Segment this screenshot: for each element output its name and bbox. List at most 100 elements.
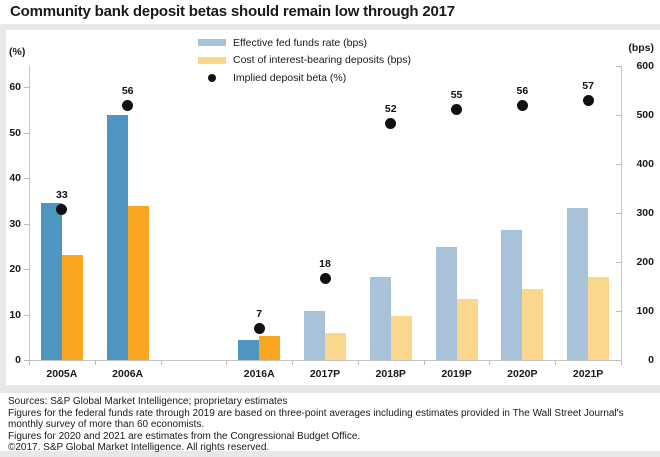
beta-dot-2018P	[385, 117, 397, 129]
right-axis-tick-label-200: 200	[636, 256, 654, 268]
x-axis-label-2017P: 2017P	[309, 368, 341, 380]
x-axis-label-2018P: 2018P	[375, 368, 406, 380]
right-axis-tick-label-400: 400	[636, 158, 654, 170]
beta-dot-2017P	[319, 272, 331, 284]
right-axis-tick-label-100: 100	[636, 305, 654, 317]
x-axis-label-2006A: 2006A	[112, 368, 144, 380]
right-axis-tick-label-600: 600	[636, 60, 654, 72]
chart-title: Community bank deposit betas should rema…	[10, 3, 455, 20]
beta-dot-2006A	[122, 99, 134, 111]
bar-fed-funds-2021P	[567, 208, 589, 360]
legend-swatch-deposits	[198, 56, 226, 64]
left-axis-line	[29, 66, 30, 361]
beta-value-label-2016A: 7	[256, 307, 263, 320]
x-axis-tick	[29, 361, 30, 365]
bar-fed-funds-2016A	[238, 340, 260, 360]
right-axis-unit-label: (bps)	[628, 42, 654, 54]
beta-dot-2021P	[582, 95, 594, 107]
beta-value-label-2021P: 57	[582, 80, 594, 93]
left-axis-tick-label-10: 10	[9, 308, 21, 321]
x-axis-tick	[621, 361, 622, 365]
chart-panel: Effective fed funds rate (bps) Cost of in…	[6, 30, 660, 385]
left-axis-tick-label-30: 30	[9, 217, 21, 230]
left-axis-unit-label: (%)	[9, 46, 26, 58]
x-axis-tick	[489, 361, 491, 365]
right-axis-tick-label-0: 0	[648, 354, 654, 366]
beta-value-label-2005A: 33	[56, 189, 68, 202]
x-axis-tick	[160, 361, 162, 365]
legend-label: Cost of interest-bearing deposits (bps)	[233, 54, 412, 66]
right-axis-tick-100	[616, 311, 621, 312]
bar-deposits-2016A	[259, 335, 281, 360]
x-axis-tick	[94, 361, 96, 365]
beta-value-label-2020P: 56	[516, 84, 529, 97]
footer-notes: Sources: S&P Global Market Intelligence;…	[0, 393, 660, 453]
legend-item: Effective fed funds rate (bps)	[198, 36, 367, 49]
right-axis-tick-200	[616, 262, 621, 263]
beta-dot-2005A	[56, 204, 68, 216]
legend-swatch-beta-dot-icon	[208, 73, 216, 82]
bar-fed-funds-2020P	[501, 230, 523, 360]
x-axis-tick	[555, 361, 557, 365]
x-axis-tick	[423, 361, 425, 365]
left-axis-tick-label-40: 40	[9, 172, 21, 184]
legend-label: Effective fed funds rate (bps)	[233, 36, 368, 49]
legend-item: Implied deposit beta (%)	[198, 71, 346, 84]
beta-value-label-2018P: 52	[384, 102, 397, 115]
left-axis-tick-40	[24, 178, 29, 179]
left-axis-tick-30	[24, 223, 29, 225]
right-axis-tick-600	[616, 66, 621, 67]
beta-value-label-2006A: 56	[121, 84, 134, 97]
footer-note-line: Figures for the federal funds rate throu…	[8, 407, 624, 419]
bar-deposits-2021P	[588, 276, 610, 360]
legend-item: Cost of interest-bearing deposits (bps)	[198, 54, 411, 67]
footer-note-line: Sources: S&P Global Market Intelligence;…	[8, 396, 288, 407]
beta-value-label-2017P: 18	[319, 257, 331, 270]
x-axis-line	[29, 360, 622, 361]
x-axis-label-2019P: 2019P	[441, 368, 472, 380]
footer-note-line: ©2017. S&P Global Market Intelligence. A…	[8, 442, 270, 453]
title-band: Community bank deposit betas should rema…	[0, 0, 660, 24]
bar-deposits-2006A	[127, 205, 149, 360]
bar-fed-funds-2019P	[435, 247, 457, 360]
right-axis-tick-500	[616, 115, 621, 116]
x-axis-label-2005A: 2005A	[46, 368, 78, 380]
bar-deposits-2019P	[456, 298, 478, 360]
x-axis-tick	[357, 361, 359, 365]
left-axis-tick-label-50: 50	[9, 126, 21, 139]
beta-dot-2019P	[451, 104, 463, 116]
legend-swatch-fed-funds	[198, 39, 226, 46]
right-axis-tick-0	[616, 360, 621, 361]
left-axis-tick-label-60: 60	[9, 81, 21, 93]
right-axis-tick-300	[616, 213, 621, 214]
left-axis-tick-label-20: 20	[9, 263, 21, 275]
x-axis-label-2021P: 2021P	[572, 368, 604, 380]
left-axis-tick-20	[24, 269, 29, 270]
right-axis-tick-label-300: 300	[636, 207, 654, 219]
right-axis-tick-label-500: 500	[636, 109, 654, 121]
x-axis-tick	[292, 361, 294, 365]
beta-dot-2016A	[253, 322, 265, 334]
bar-deposits-2005A	[61, 254, 83, 360]
left-axis-tick-10	[24, 314, 29, 316]
legend-label: Implied deposit beta (%)	[233, 71, 347, 84]
left-axis-tick-0	[24, 360, 29, 361]
bar-fed-funds-2005A	[40, 203, 62, 360]
x-axis-label-2016A: 2016A	[243, 368, 275, 380]
bar-fed-funds-2017P	[304, 311, 325, 360]
left-axis-tick-50	[24, 132, 29, 134]
bar-deposits-2017P	[325, 333, 346, 360]
footer-note-line: monthly survey of more than 60 economist…	[8, 419, 205, 430]
bar-deposits-2020P	[522, 288, 544, 360]
beta-value-label-2019P: 55	[450, 89, 463, 102]
footer-note-line: Figures for 2020 and 2021 are estimates …	[8, 430, 361, 442]
left-axis-tick-60	[24, 87, 29, 88]
bar-fed-funds-2018P	[369, 276, 391, 360]
right-axis-line	[621, 66, 622, 361]
bar-fed-funds-2006A	[106, 115, 128, 360]
x-axis-tick	[226, 361, 228, 365]
left-axis-tick-label-0: 0	[15, 354, 21, 366]
beta-dot-2020P	[516, 99, 528, 111]
x-axis-label-2020P: 2020P	[507, 368, 538, 380]
